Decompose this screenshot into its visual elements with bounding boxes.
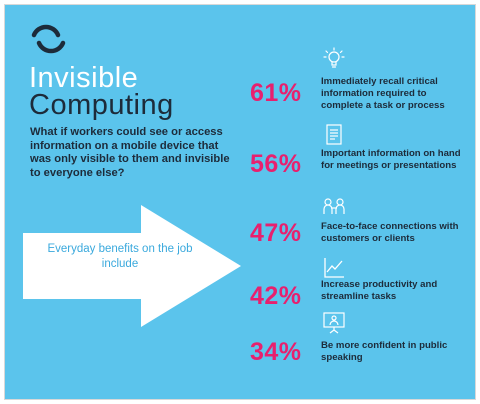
stat-percent: 47%: [250, 219, 302, 247]
document-icon: [326, 124, 342, 145]
stat-description: Immediately recall critical information …: [321, 76, 445, 111]
stat-percent: 42%: [250, 282, 302, 310]
stat-description: Be more confident in public speaking: [321, 340, 448, 363]
stat-percent: 56%: [250, 150, 302, 178]
presentation-icon: [323, 312, 345, 334]
stat-description: Face-to-face connections with customers …: [321, 221, 459, 244]
stat-row: 42% Increase productivity and streamline…: [5, 257, 477, 313]
arrow-shape: [23, 205, 241, 327]
stat-description: Increase productivity and streamline tas…: [321, 279, 438, 302]
stat-row: 47% Face-to-face connections with custom…: [5, 197, 477, 253]
people-icon: [323, 198, 345, 214]
line-chart-icon: [324, 258, 344, 278]
lightbulb-icon: [323, 47, 345, 68]
stat-row: 34% Be more confident in public speaking: [5, 312, 477, 368]
intro-question: What if workers could see or access info…: [30, 126, 230, 179]
stat-percent: 34%: [250, 338, 302, 366]
brand-logo-icon: [31, 24, 66, 54]
title-line-1: Invisible: [29, 62, 139, 94]
arrow-caption: Everyday benefits on the job include: [47, 243, 193, 270]
stat-row: 61% Immediately recall critical informat…: [5, 47, 477, 111]
stat-percent: 61%: [250, 79, 302, 107]
stat-row: 56% Important information on hand for me…: [5, 124, 477, 180]
infographic-panel: Invisible Computing What if workers coul…: [4, 4, 476, 400]
title-line-2: Computing: [29, 89, 174, 121]
stat-description: Important information on hand for meetin…: [321, 148, 461, 171]
